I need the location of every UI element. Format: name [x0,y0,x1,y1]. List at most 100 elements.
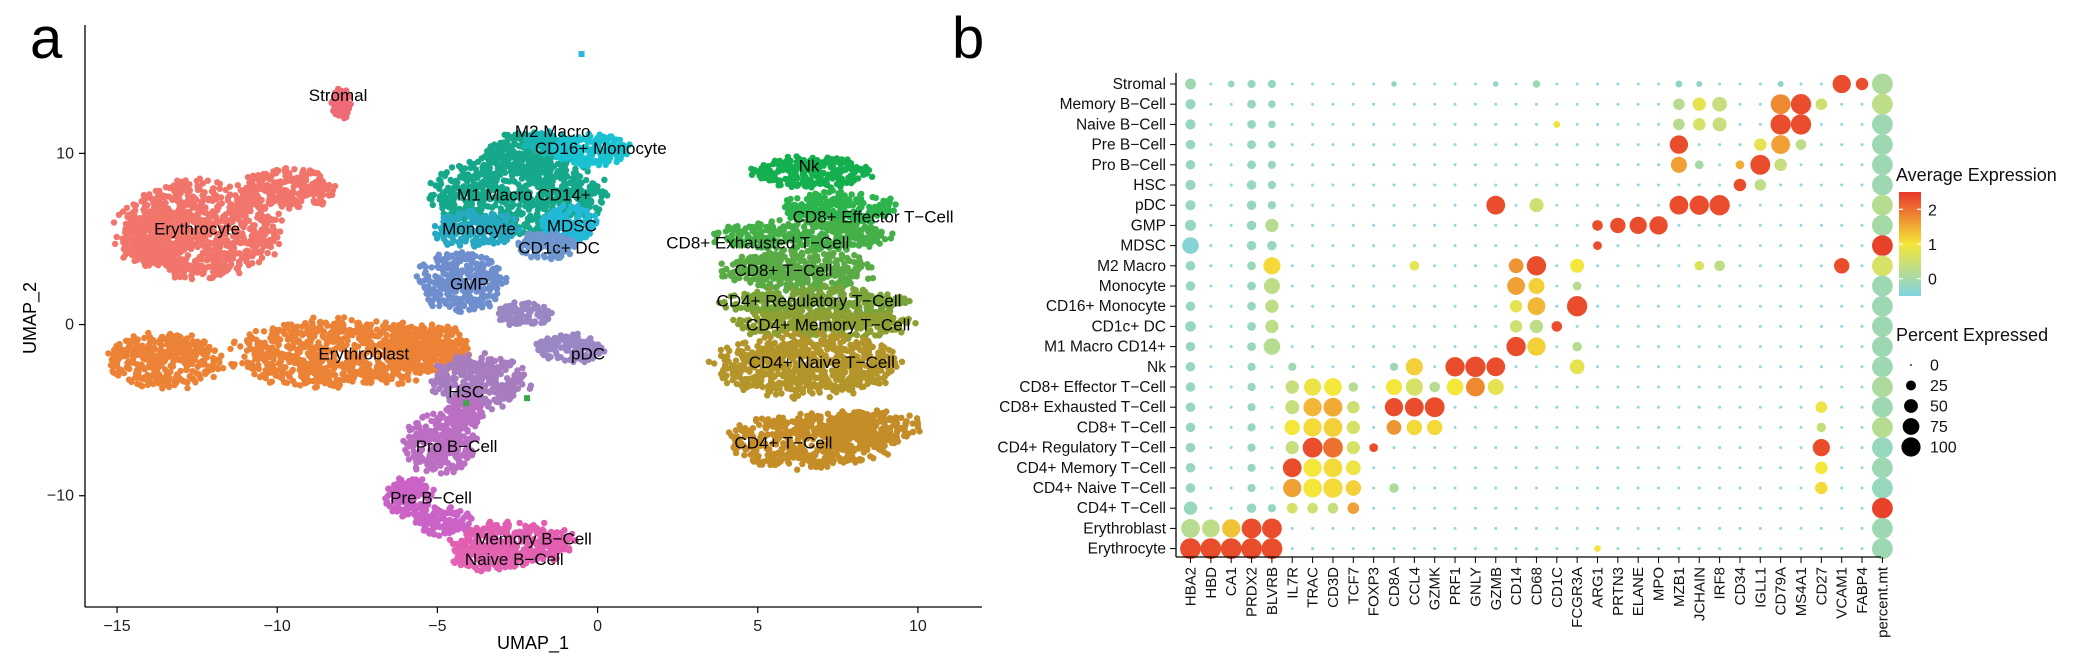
umap-point [285,336,292,343]
umap-point [248,178,255,185]
umap-point [317,194,324,201]
umap-point [212,245,219,252]
umap-point [195,370,202,377]
cluster-erythroblast [105,314,473,392]
umap-point [202,205,209,212]
umap-point [416,263,424,270]
umap-point [263,173,270,180]
umap-point [455,347,462,354]
umap-point [487,148,495,155]
umap-point [416,344,423,351]
umap-point [174,177,181,184]
umap-point [388,373,396,381]
umap-point [178,204,186,211]
umap-point [544,307,552,315]
umap-point [596,131,603,138]
umap-point [237,187,245,194]
umap-point [392,325,399,333]
umap-point [107,362,115,369]
umap-point [461,292,469,300]
umap-point [217,232,224,239]
umap-point [144,202,151,209]
umap-point [223,242,230,249]
umap-point [301,322,309,329]
umap-point [141,353,149,361]
umap-point [261,205,269,212]
umap-point [147,345,155,352]
umap-point [173,373,180,381]
umap-point [450,342,457,349]
umap-point [239,360,246,367]
umap-point [281,167,289,174]
umap-point [265,344,272,352]
umap-point [420,338,427,346]
umap-point [168,248,176,256]
umap-point [526,204,533,211]
umap-point [169,333,176,340]
umap-point [276,228,284,235]
umap-point [241,353,248,360]
umap-point [141,262,149,269]
umap-point [229,255,237,262]
umap-point [169,196,176,203]
umap-point [277,365,285,372]
umap-point [205,239,213,246]
umap-point [159,207,166,214]
umap-point [492,284,499,291]
umap-point [234,212,241,219]
umap-point [228,261,235,268]
umap-point [275,197,282,204]
umap-point [534,311,541,318]
umap-point [432,182,439,189]
umap-point [557,174,564,181]
umap-point [498,280,505,287]
umap-point [245,261,252,269]
umap-point [359,332,366,339]
umap-point [509,303,516,310]
umap-point [309,323,316,330]
umap-point [463,210,470,217]
umap-point [443,333,450,340]
umap-point [214,179,221,186]
umap-point [595,206,603,213]
umap-point [605,158,612,165]
umap-point [270,168,277,175]
umap-point [353,329,360,336]
umap-point [253,239,261,246]
umap-point [324,374,331,382]
umap-point [270,356,277,363]
umap-point [334,95,341,103]
umap-point [183,226,191,233]
umap-point [187,348,195,355]
umap-point [196,175,203,182]
umap-point [473,264,481,271]
umap-point [237,200,244,208]
umap-point [601,176,608,183]
umap-point [130,201,137,208]
umap-point [141,334,148,342]
umap-point [487,238,494,245]
umap-point [442,354,450,362]
umap-point [128,347,135,354]
umap-point [456,210,463,217]
umap-point [469,173,476,180]
umap-point [444,323,451,330]
umap-point [428,196,435,203]
umap-point [115,211,123,218]
umap-point [260,236,267,244]
umap-point [158,230,166,238]
umap-point [281,330,288,338]
umap-point [296,344,303,352]
umap-point [152,201,159,209]
umap-point [190,218,197,226]
umap-point [216,254,224,262]
umap-point [194,231,201,238]
umap-point [266,236,273,244]
umap-point [395,380,402,388]
umap-point [148,359,155,366]
umap-point [318,177,326,184]
umap-point [497,274,504,282]
umap-point [360,379,367,386]
